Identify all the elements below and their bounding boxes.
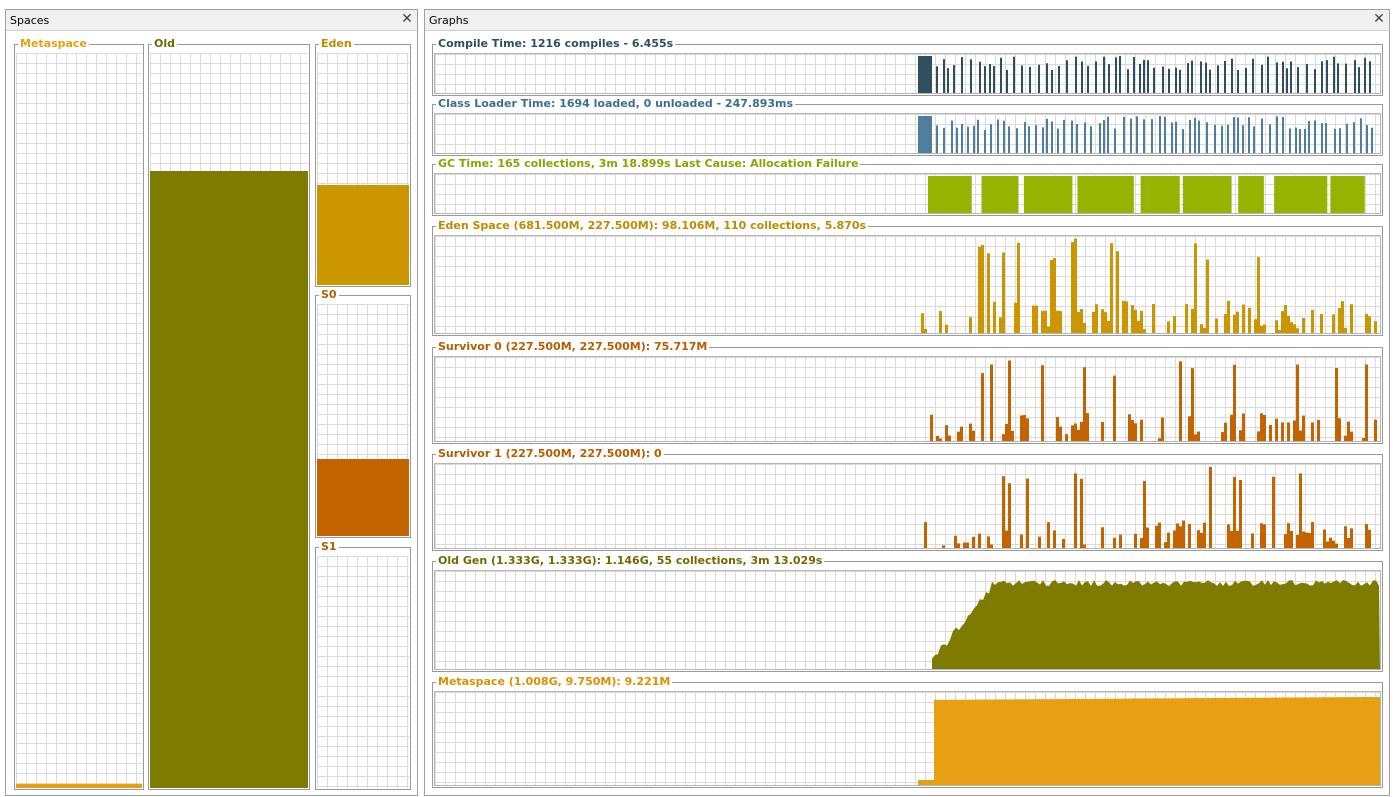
spaces-panel-title: Spaces [10, 14, 50, 27]
graph-title: Metaspace (1.008G, 9.750M): 9.221M [436, 675, 673, 689]
graph-grid [435, 236, 1380, 333]
spaces-panel: Spaces ✕ Metaspace Old Eden S0 [5, 9, 418, 796]
graph-plot-compile-time [918, 56, 1371, 93]
graph-plot-gc-time [928, 176, 1365, 213]
series-area [918, 116, 1373, 153]
graph-metaspace: Metaspace (1.008G, 9.750M): 9.221M [432, 675, 1383, 788]
space-fill-eden [317, 185, 409, 285]
graphs-panel-header: Graphs ✕ [425, 10, 1389, 31]
graph-title: GC Time: 165 collections, 3m 18.899s Las… [436, 157, 861, 171]
space-s0: S0 [315, 288, 411, 538]
close-icon[interactable]: ✕ [401, 11, 413, 27]
series-area [918, 697, 1380, 785]
graph-eden-space: Eden Space (681.500M, 227.500M): 98.106M… [432, 219, 1383, 336]
space-label: S1 [319, 540, 339, 554]
series-area [932, 580, 1380, 669]
graph-plot-metaspace [918, 697, 1380, 785]
space-label: S0 [319, 288, 339, 302]
space-fill-s0 [317, 459, 409, 536]
graph-class-loader-time: Class Loader Time: 1694 loaded, 0 unload… [432, 97, 1383, 156]
graph-title: Compile Time: 1216 compiles - 6.455s [436, 37, 676, 51]
graph-title: Old Gen (1.333G, 1.333G): 1.146G, 55 col… [436, 554, 825, 568]
graph-title: Eden Space (681.500M, 227.500M): 98.106M… [436, 219, 869, 233]
graph-plot-class-loader-time [918, 116, 1373, 153]
graph-plot-old-gen [932, 580, 1380, 669]
graph-grid [435, 357, 1380, 441]
series-area [921, 238, 1377, 333]
graphs-panel: Graphs ✕ Compile Time: 1216 compiles - 6… [424, 9, 1390, 796]
graph-gc-time: GC Time: 165 collections, 3m 18.899s Las… [432, 157, 1383, 216]
graph-survivor-1: Survivor 1 (227.500M, 227.500M): 0 [432, 447, 1383, 551]
graph-title: Survivor 0 (227.500M, 227.500M): 75.717M [436, 340, 710, 354]
space-label: Metaspace [18, 37, 89, 51]
graph-grid [435, 54, 1380, 93]
space-eden: Eden [315, 37, 411, 287]
graph-plot-survivor-0 [930, 360, 1377, 441]
space-s1: S1 [315, 540, 411, 790]
series-area [918, 56, 1371, 93]
space-label: Old [152, 37, 177, 51]
spaces-panel-header: Spaces ✕ [6, 10, 417, 31]
graphs-panel-title: Graphs [429, 14, 469, 27]
graph-survivor-0: Survivor 0 (227.500M, 227.500M): 75.717M [432, 340, 1383, 444]
series-area [928, 176, 1365, 213]
space-fill-metaspace [16, 783, 142, 788]
space-fill-old [150, 170, 308, 788]
close-icon[interactable]: ✕ [1373, 11, 1385, 27]
series-area [924, 466, 1371, 548]
space-metaspace: Metaspace [14, 37, 144, 790]
space-grid [317, 556, 409, 788]
graph-grid [435, 464, 1380, 548]
graph-plot-survivor-1 [924, 466, 1371, 548]
space-old: Old [148, 37, 310, 790]
series-area [930, 360, 1377, 441]
graph-compile-time: Compile Time: 1216 compiles - 6.455s [432, 37, 1383, 96]
graph-title: Class Loader Time: 1694 loaded, 0 unload… [436, 97, 796, 111]
graph-old-gen: Old Gen (1.333G, 1.333G): 1.146G, 55 col… [432, 554, 1383, 672]
space-grid [16, 53, 142, 788]
graph-plot-eden-space [921, 238, 1377, 333]
graph-title: Survivor 1 (227.500M, 227.500M): 0 [436, 447, 664, 461]
space-label: Eden [319, 37, 354, 51]
